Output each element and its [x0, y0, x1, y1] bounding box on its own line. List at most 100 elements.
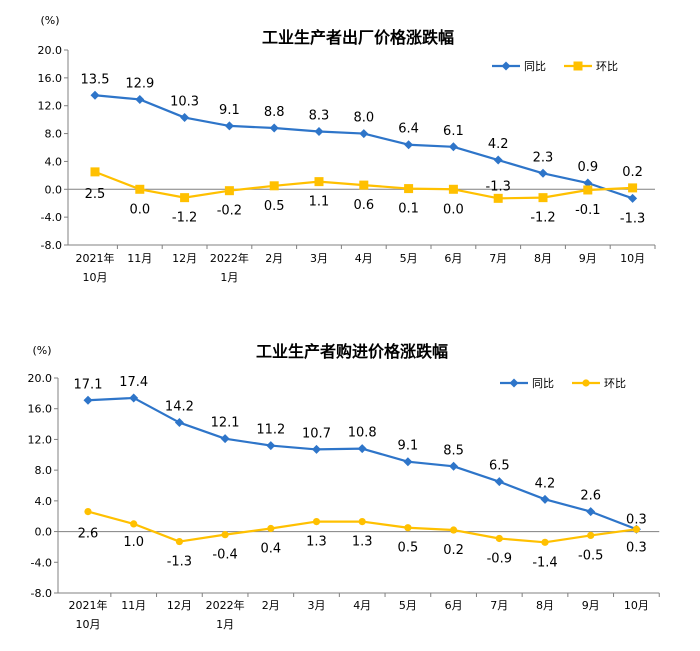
data-point-mom	[450, 526, 458, 534]
data-label: 6.1	[443, 124, 464, 139]
chart-title: 工业生产者出厂价格涨跌幅	[262, 28, 454, 47]
y-tick-label: 12.0	[38, 100, 63, 113]
data-label: -0.1	[575, 203, 600, 218]
y-tick-label: 20.0	[38, 44, 63, 57]
y-tick-label: 0.0	[45, 183, 63, 196]
data-point-mom	[224, 186, 234, 196]
x-tick-label: 2022年	[210, 251, 249, 265]
x-tick-label: 10月	[83, 271, 108, 284]
data-label: 10.8	[348, 426, 377, 441]
data-point-yoy	[129, 393, 139, 403]
data-label: 6.5	[489, 459, 510, 474]
x-tick-label: 6月	[445, 599, 463, 612]
data-label: 8.8	[264, 105, 285, 120]
data-label: 0.2	[622, 165, 643, 180]
data-label: 1.0	[123, 535, 144, 550]
data-point-mom	[628, 183, 638, 193]
data-point-yoy	[269, 123, 279, 133]
data-point-mom	[495, 534, 503, 543]
data-point-yoy	[359, 129, 369, 139]
data-point-mom	[448, 184, 458, 194]
data-label: -1.4	[532, 555, 557, 570]
legend-marker	[501, 61, 511, 71]
data-point-yoy	[493, 155, 503, 165]
data-label: 0.0	[443, 202, 464, 217]
data-point-yoy	[628, 193, 638, 203]
x-tick-label: 7月	[490, 599, 508, 612]
data-point-mom	[135, 184, 145, 194]
data-label: 8.3	[309, 108, 330, 123]
data-point-mom	[221, 531, 229, 539]
data-point-mom	[314, 177, 324, 187]
data-label: 0.0	[129, 202, 150, 217]
data-point-yoy	[90, 90, 100, 100]
data-label: -1.3	[620, 211, 645, 226]
data-label: 0.3	[626, 512, 647, 527]
data-point-yoy	[448, 142, 458, 152]
y-tick-label: -8.0	[41, 239, 62, 252]
data-point-yoy	[540, 494, 550, 504]
series-line-yoy	[87, 396, 637, 531]
data-label: 6.4	[398, 122, 419, 137]
data-point-yoy	[357, 444, 367, 454]
data-label: 17.1	[74, 377, 103, 392]
y-axis-unit: (%)	[40, 14, 59, 27]
data-label: 17.4	[119, 375, 148, 390]
y-tick-label: 4.0	[35, 495, 53, 508]
data-label: 0.2	[443, 543, 464, 558]
data-label: 0.4	[260, 542, 281, 557]
y-tick-label: 12.0	[28, 433, 53, 446]
x-tick-label: 1月	[220, 271, 238, 284]
x-tick-label: 5月	[400, 252, 418, 265]
y-tick-label: 8.0	[45, 128, 63, 141]
data-label: 8.0	[353, 111, 374, 126]
data-label: 0.5	[398, 541, 419, 556]
legend-label: 环比	[604, 377, 626, 390]
data-label: 0.5	[264, 199, 285, 214]
data-label: -1.3	[486, 179, 511, 194]
data-label: 4.2	[535, 476, 556, 491]
data-point-mom	[90, 167, 100, 177]
y-tick-label: 16.0	[28, 403, 53, 416]
data-label: -0.9	[487, 551, 512, 566]
data-label: 1.1	[309, 195, 330, 210]
data-point-mom	[130, 520, 138, 528]
x-tick-label: 12月	[172, 252, 197, 265]
y-tick-label: 0.0	[35, 526, 53, 539]
data-label: 0.6	[353, 198, 374, 213]
data-label: 8.5	[443, 443, 464, 458]
data-label: 12.1	[211, 416, 240, 431]
data-point-yoy	[586, 507, 596, 517]
x-tick-label: 3月	[308, 599, 326, 612]
legend-marker	[509, 378, 519, 388]
data-label: 10.3	[170, 95, 199, 110]
data-point-mom	[269, 181, 279, 191]
x-tick-label: 8月	[536, 599, 554, 612]
x-tick-label: 2022年	[206, 598, 245, 612]
data-point-yoy	[404, 140, 414, 150]
data-point-yoy	[312, 444, 321, 454]
data-label: 1.3	[352, 535, 373, 550]
data-label: 2.6	[78, 527, 99, 542]
data-point-mom	[632, 525, 641, 533]
data-label: 0.9	[577, 160, 598, 175]
data-point-mom	[84, 508, 92, 516]
data-label: 13.5	[81, 72, 110, 87]
data-point-mom	[359, 180, 369, 190]
x-tick-label: 4月	[355, 252, 373, 265]
y-tick-label: 16.0	[38, 72, 63, 85]
x-tick-label: 5月	[399, 599, 417, 612]
x-tick-label: 9月	[579, 252, 597, 265]
y-tick-label: 8.0	[35, 464, 53, 477]
chart-title: 工业生产者购进价格涨跌幅	[256, 342, 448, 361]
x-tick-label: 2021年	[69, 598, 108, 612]
x-tick-label: 2月	[262, 599, 280, 612]
y-tick-label: -4.0	[41, 211, 62, 224]
data-point-yoy	[449, 461, 459, 471]
data-label: 9.1	[398, 439, 419, 454]
data-label: 4.2	[488, 137, 509, 152]
x-tick-label: 8月	[534, 252, 552, 265]
data-point-mom	[587, 531, 595, 540]
